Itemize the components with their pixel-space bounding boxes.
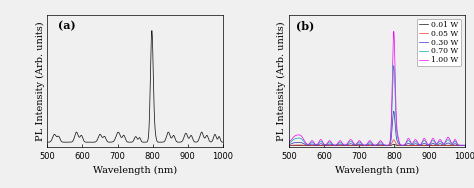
0.70 W: [354, 143, 359, 146]
0.01 W: [317, 144, 322, 147]
Text: (a): (a): [58, 20, 75, 31]
0.01 W: [439, 144, 445, 147]
X-axis label: Wavelength (nm): Wavelength (nm): [335, 166, 419, 175]
0.01 W: [354, 144, 359, 147]
1.00 W: [354, 143, 359, 145]
X-axis label: Wavelength (nm): Wavelength (nm): [93, 166, 177, 175]
1.00 W: [439, 141, 445, 144]
0.05 W: [354, 144, 359, 147]
0.70 W: [439, 142, 445, 145]
1.00 W: [317, 139, 322, 142]
Y-axis label: PL Intensity (Arb. units): PL Intensity (Arb. units): [277, 21, 286, 141]
0.30 W: [286, 143, 292, 146]
0.01 W: [458, 144, 464, 147]
0.30 W: [306, 144, 312, 146]
Line: 0.01 W: 0.01 W: [289, 144, 465, 146]
0.70 W: [462, 144, 467, 146]
0.30 W: [462, 144, 467, 146]
0.05 W: [306, 144, 312, 146]
Line: 0.30 W: 0.30 W: [289, 111, 465, 145]
0.30 W: [391, 110, 397, 112]
Y-axis label: PL Intensity (Arb. units): PL Intensity (Arb. units): [36, 21, 45, 141]
1.00 W: [391, 30, 397, 33]
Line: 0.05 W: 0.05 W: [289, 140, 465, 146]
0.30 W: [354, 144, 359, 146]
1.00 W: [458, 144, 464, 146]
1.00 W: [286, 141, 292, 143]
0.70 W: [306, 143, 312, 145]
0.70 W: [361, 144, 367, 146]
1.00 W: [306, 143, 312, 145]
1.00 W: [361, 144, 367, 146]
0.05 W: [391, 139, 397, 141]
0.30 W: [317, 143, 322, 145]
0.01 W: [361, 144, 367, 147]
0.05 W: [458, 144, 464, 147]
0.30 W: [439, 143, 445, 146]
Text: (b): (b): [296, 20, 315, 31]
0.01 W: [306, 144, 312, 147]
0.05 W: [439, 144, 445, 146]
0.05 W: [462, 144, 467, 147]
0.05 W: [361, 144, 367, 147]
0.70 W: [458, 144, 464, 146]
0.05 W: [286, 144, 292, 146]
0.70 W: [391, 64, 397, 67]
0.70 W: [317, 141, 322, 143]
0.01 W: [391, 143, 397, 146]
0.01 W: [462, 144, 467, 147]
0.05 W: [317, 144, 322, 146]
Legend: 0.01 W, 0.05 W, 0.30 W, 0.70 W, 1.00 W: 0.01 W, 0.05 W, 0.30 W, 0.70 W, 1.00 W: [417, 19, 461, 67]
0.30 W: [361, 144, 367, 146]
0.70 W: [286, 142, 292, 144]
1.00 W: [462, 144, 467, 146]
0.01 W: [286, 144, 292, 147]
0.30 W: [458, 144, 464, 146]
Line: 1.00 W: 1.00 W: [289, 31, 465, 145]
Line: 0.70 W: 0.70 W: [289, 66, 465, 145]
